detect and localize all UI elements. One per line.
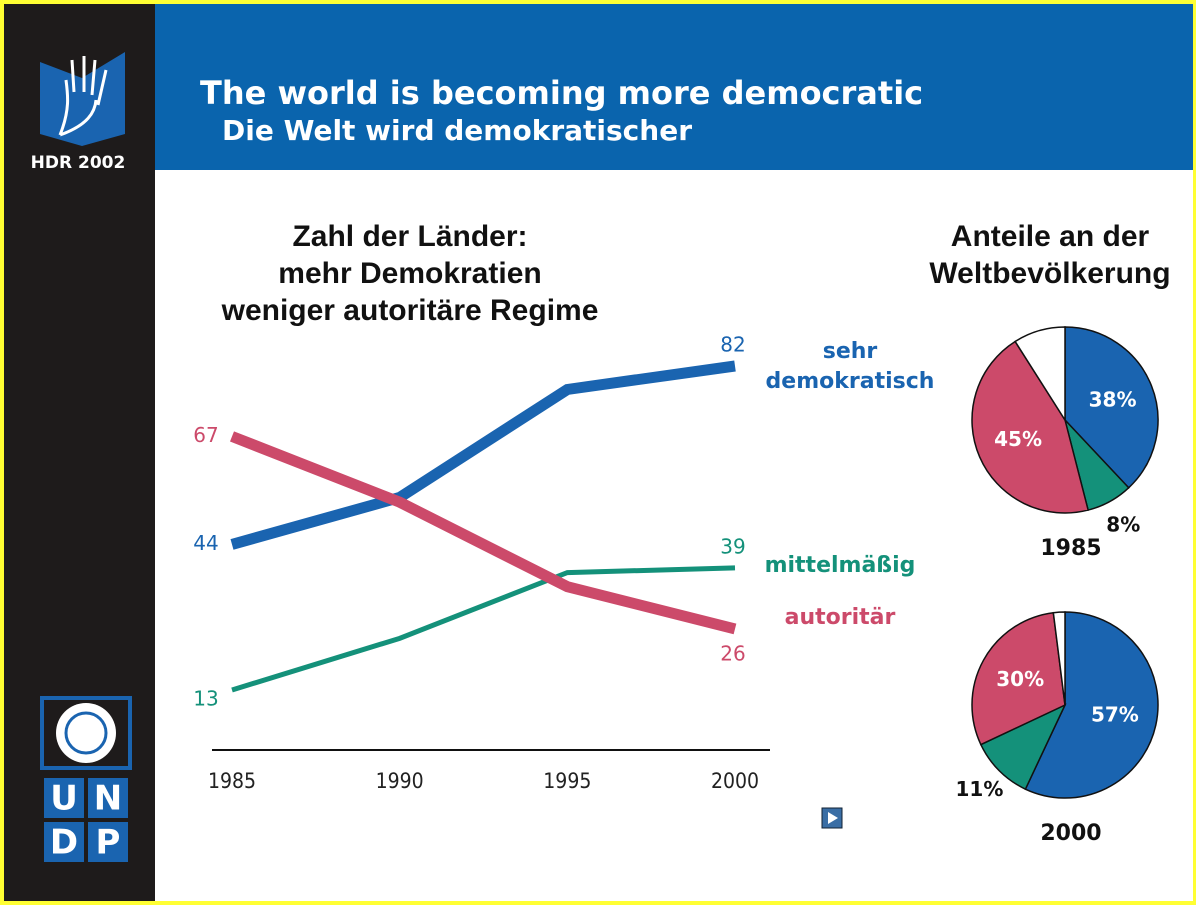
end-label: 44	[193, 531, 218, 555]
pie-label: 38%	[1089, 388, 1137, 412]
series-label: mittelmäßig	[764, 553, 916, 578]
logo-letter: U	[50, 779, 78, 819]
pie-slice	[1064, 326, 1159, 489]
line	[229, 431, 737, 635]
x-tick-label: 1995	[543, 769, 591, 793]
hand-logo	[40, 52, 125, 146]
badge: HDR 2002	[31, 153, 126, 173]
series-label: autoritär	[784, 605, 896, 630]
x-tick-label: 1985	[208, 769, 256, 793]
logo-cell	[88, 822, 128, 862]
header-band	[155, 4, 1193, 170]
un-emblem-globe	[64, 711, 108, 755]
pie-label: 30%	[996, 667, 1044, 691]
pie-year: 1985	[1040, 536, 1101, 561]
logo-letter: N	[94, 779, 122, 819]
end-label: 13	[193, 687, 218, 711]
line	[231, 565, 736, 693]
x-tick-label: 2000	[711, 769, 759, 793]
pies-heading: Anteile an der Weltbevölkerung	[929, 220, 1171, 290]
pie-label: 45%	[994, 427, 1042, 451]
series-label: sehr demokratisch	[765, 339, 935, 394]
pie-slice	[1024, 611, 1159, 799]
end-label: 39	[720, 534, 745, 558]
pie-year: 2000	[1040, 821, 1101, 846]
end-label: 82	[720, 333, 745, 357]
line	[230, 360, 736, 550]
x-tick-label: 1990	[376, 769, 424, 793]
end-label: 67	[193, 423, 218, 447]
title: The world is becoming more democratic	[200, 74, 923, 112]
pie-label: 8%	[1106, 513, 1140, 537]
pie-slice	[1014, 326, 1066, 423]
logo-letter: D	[50, 823, 78, 863]
logo-cell	[44, 822, 84, 862]
end-label: 26	[720, 641, 745, 665]
subtitle: Die Welt wird demokratischer	[222, 114, 692, 147]
pie-slice	[1052, 611, 1066, 706]
pie-slice	[971, 340, 1090, 514]
logo-cell	[88, 778, 128, 818]
un-frame	[40, 696, 132, 770]
line-chart-title: Zahl der Länder: mehr Demokratien wenige…	[221, 220, 599, 327]
pie-label: 57%	[1091, 703, 1139, 727]
logo-cell	[44, 778, 84, 818]
pie-label: 11%	[956, 777, 1004, 801]
play-icon	[828, 812, 838, 824]
logo-letter: P	[96, 823, 121, 863]
pie-slice	[971, 611, 1066, 746]
